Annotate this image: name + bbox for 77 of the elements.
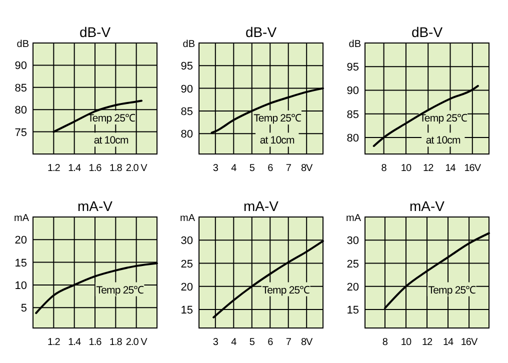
annotation: Temp 25℃ — [428, 284, 477, 296]
y-tick-label: 80 — [180, 128, 193, 141]
y-tick-label: 25 — [180, 258, 193, 270]
chart-title: mA-V — [78, 198, 114, 214]
x-tick-label: 10 — [400, 163, 412, 174]
y-tick-label: 30 — [346, 235, 359, 248]
x-tick-label: 14 — [445, 163, 456, 174]
x-tick-label: 4 — [231, 337, 238, 348]
x-tick-label: 5 — [249, 337, 256, 348]
y-tick-label: 75 — [14, 126, 27, 139]
x-tick-label: 4 — [231, 163, 238, 174]
x-tick-label: 8 — [382, 337, 388, 348]
y-axis-title: mA — [14, 213, 30, 224]
y-tick-label: 25 — [346, 258, 359, 270]
y-tick-label: 15 — [14, 257, 27, 270]
x-tick-label: 8V — [300, 337, 314, 348]
y-tick-label: 80 — [346, 132, 359, 144]
x-tick-label: 2.0 V — [126, 163, 148, 174]
x-tick-label: 1.2 — [47, 163, 61, 174]
annotation: Temp 25℃ — [96, 284, 145, 296]
y-axis-title: dB — [182, 39, 196, 50]
x-tick-label: 7 — [286, 337, 292, 348]
x-tick-label: 5 — [249, 163, 256, 174]
y-tick-label: 20 — [14, 234, 27, 247]
x-tick-label: 1.6 — [88, 337, 102, 348]
annotation: at 10cm — [260, 134, 296, 147]
y-axis-title: mA — [346, 213, 362, 224]
x-tick-label: 3 — [212, 163, 219, 174]
x-tick-label: 6 — [268, 337, 274, 348]
y-tick-label: 80 — [14, 104, 27, 117]
y-axis-title: dB — [16, 39, 30, 50]
annotation: Temp 25℃ — [88, 112, 136, 124]
y-tick-label: 85 — [180, 106, 193, 118]
x-tick-label: 16V — [464, 163, 482, 174]
x-tick-label: 10 — [400, 337, 412, 348]
x-tick-label: 1.6 — [88, 163, 102, 174]
x-tick-label: 8 — [381, 163, 388, 174]
annotation: Temp 25℃ — [254, 112, 302, 124]
y-tick-label: 85 — [14, 82, 27, 94]
x-tick-label: 1.8 — [109, 163, 123, 174]
y-tick-label: 15 — [346, 304, 359, 316]
y-tick-label: 95 — [346, 62, 359, 74]
y-tick-label: 30 — [180, 235, 193, 248]
x-tick-label: 1.4 — [68, 337, 82, 348]
x-tick-label: 7 — [286, 163, 292, 174]
x-tick-label: 3 — [212, 337, 219, 348]
y-tick-label: 90 — [180, 83, 193, 96]
y-tick-label: 95 — [180, 60, 193, 73]
annotation: Temp 25℃ — [262, 284, 311, 296]
chart-title: dB-V — [245, 24, 278, 40]
x-tick-label: 1.8 — [109, 337, 123, 348]
y-axis-title: mA — [180, 213, 196, 224]
y-tick-label: 20 — [346, 281, 359, 294]
y-tick-label: 85 — [346, 108, 359, 121]
x-tick-label: 8V — [300, 163, 314, 174]
x-tick-label: 1.2 — [47, 337, 61, 348]
annotation: at 10cm — [426, 134, 462, 147]
chart-title: dB-V — [79, 24, 112, 40]
chart-title: mA-V — [410, 198, 446, 214]
y-tick-label: 5 — [20, 302, 27, 315]
chart-title: mA-V — [244, 198, 280, 214]
y-tick-label: 90 — [346, 85, 359, 98]
chart-title: dB-V — [411, 24, 444, 40]
y-tick-label: 90 — [14, 60, 27, 72]
y-tick-label: 20 — [180, 281, 193, 294]
annotation: Temp 25℃ — [420, 112, 468, 124]
x-tick-label: 14 — [442, 337, 454, 348]
x-tick-label: 12 — [423, 163, 434, 174]
x-tick-label: 6 — [268, 163, 274, 174]
annotation: at 10cm — [94, 134, 130, 147]
y-tick-label: 10 — [14, 280, 27, 292]
x-tick-label: 1.4 — [68, 163, 82, 174]
x-tick-label: 2.0 V — [126, 337, 148, 348]
y-axis-title: dB — [348, 39, 362, 50]
x-tick-label: 12 — [422, 337, 433, 348]
x-tick-label: 16V — [460, 337, 478, 348]
y-tick-label: 15 — [180, 304, 193, 316]
